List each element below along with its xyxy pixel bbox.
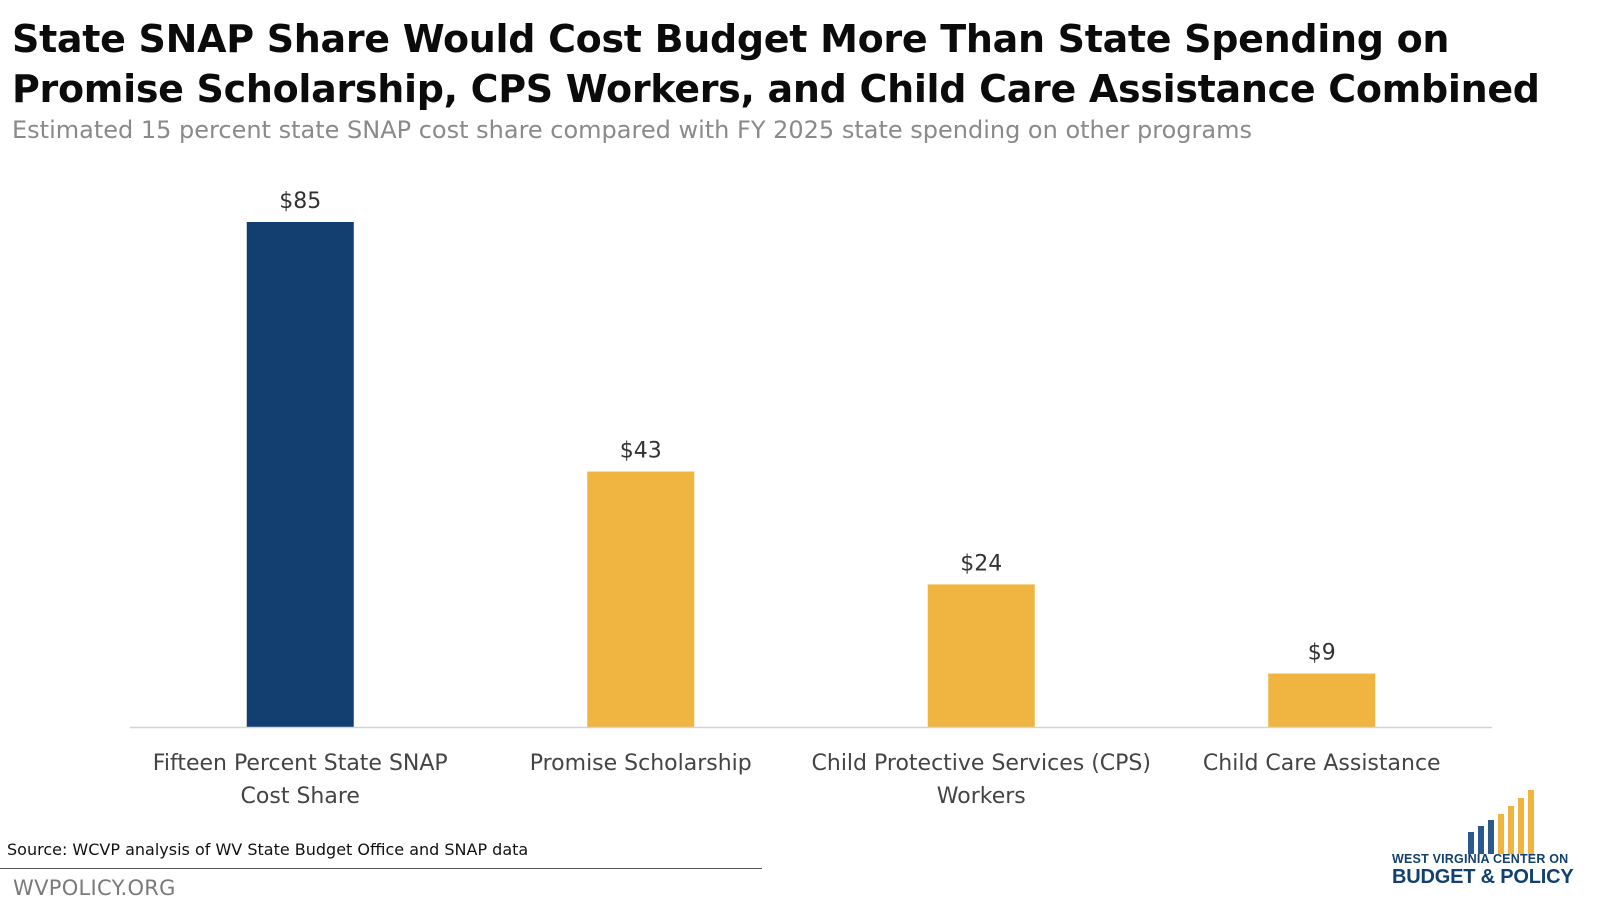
source-divider <box>0 868 762 869</box>
chart-subtitle: Estimated 15 percent state SNAP cost sha… <box>12 116 1252 144</box>
chart-title: State SNAP Share Would Cost Budget More … <box>12 17 1540 111</box>
bar-2 <box>587 471 695 727</box>
category-label-3: Child Protective Services (CPS) <box>812 751 1151 776</box>
bar-4 <box>1268 673 1376 727</box>
value-label-4: $9 <box>1308 641 1336 666</box>
category-label-2: Promise Scholarship <box>530 751 752 776</box>
logo-bar-1 <box>1468 832 1474 854</box>
logo-text-line1: WEST VIRGINIA CENTER ON <box>1392 852 1569 866</box>
logo-bar-5 <box>1508 806 1514 854</box>
website-link[interactable]: WVPOLICY.ORG <box>13 876 176 900</box>
bar-3 <box>927 584 1035 727</box>
logo-bar-2 <box>1478 826 1484 854</box>
source-note: Source: WCVP analysis of WV State Budget… <box>7 840 529 859</box>
logo-bar-6 <box>1518 798 1524 854</box>
logo-bar-3 <box>1488 820 1494 854</box>
logo-text-line2: BUDGET & POLICY <box>1392 866 1574 888</box>
logo-bar-4 <box>1498 814 1504 854</box>
category-label-4: Child Care Assistance <box>1203 751 1441 776</box>
organization-logo: WEST VIRGINIA CENTER ON BUDGET & POLICY <box>1392 790 1600 900</box>
category-label-1: Fifteen Percent State SNAP <box>153 751 448 776</box>
value-label-1: $85 <box>279 189 321 214</box>
logo-bar-7 <box>1528 790 1534 854</box>
category-label-3-line2: Workers <box>937 784 1026 809</box>
value-label-2: $43 <box>620 439 662 464</box>
category-label-1-line2: Cost Share <box>241 784 360 809</box>
value-label-3: $24 <box>960 551 1002 576</box>
logo-bars-icon <box>1468 790 1534 854</box>
bar-1 <box>246 222 354 727</box>
